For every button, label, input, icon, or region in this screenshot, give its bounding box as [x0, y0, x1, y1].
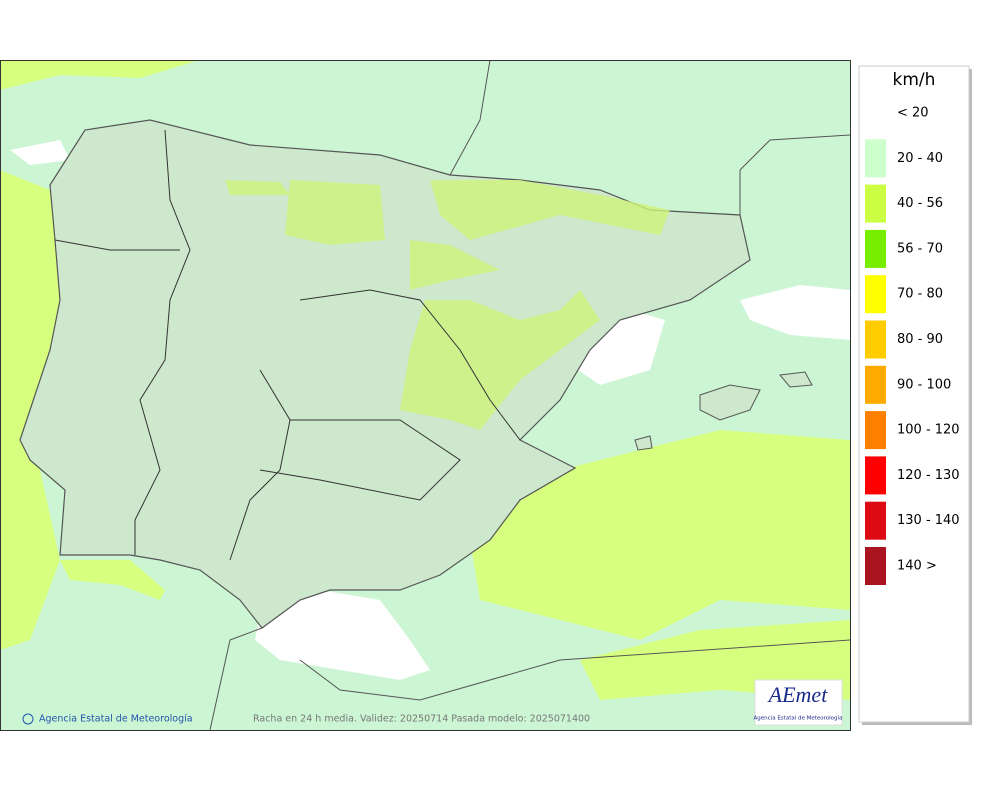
- legend-label: 100 - 120: [897, 423, 960, 438]
- legend: km/h < 20 20 - 40 40 - 56 56 - 70 70 - 80 80 …: [858, 65, 972, 725]
- wind-zone: [0, 60, 200, 90]
- coastlines: [209, 59, 851, 731]
- legend-swatch: [865, 320, 886, 359]
- legend-label: 70 - 80: [897, 287, 943, 302]
- legend-swatch: [865, 94, 886, 132]
- legend-label: 56 - 70: [897, 241, 943, 256]
- wind-zone: [60, 560, 165, 600]
- legend-label: 120 - 130: [897, 468, 960, 483]
- legend-swatch: [865, 139, 886, 178]
- legend-swatch: [865, 456, 886, 495]
- calm-zone: [10, 140, 70, 165]
- legend-swatch: [865, 365, 886, 404]
- copyright-icon: [22, 713, 34, 725]
- legend-swatch: [865, 275, 886, 314]
- wind-zone: [225, 180, 670, 430]
- wind-zone: [470, 430, 850, 640]
- map-frame: [0, 60, 851, 731]
- credit: Agencia Estatal de Meteorología: [39, 714, 193, 725]
- legend-swatch: [865, 501, 886, 540]
- legend-label: 140 >: [897, 559, 937, 574]
- calm-zone: [740, 285, 850, 340]
- logo-subtitle: Agencia Estatal de Meteorología: [754, 715, 843, 722]
- logo-box: [754, 679, 843, 726]
- map: Agencia Estatal de Meteorología Racha en…: [0, 59, 851, 731]
- calm-zone: [255, 590, 430, 680]
- legend-swatch: [865, 184, 886, 223]
- borders: [54, 129, 521, 561]
- iberian-peninsula: [19, 119, 751, 629]
- legend-label: 80 - 90: [897, 332, 943, 347]
- legend-label: 40 - 56: [897, 196, 943, 211]
- legend-label: < 20: [897, 106, 929, 121]
- legend-label: 90 - 100: [897, 377, 951, 392]
- legend-swatch: [865, 229, 886, 268]
- legend-label: 20 - 40: [897, 151, 943, 166]
- legend-label: 130 - 140: [897, 513, 960, 528]
- legend-swatch: [865, 411, 886, 450]
- balearic-islands: [634, 371, 813, 451]
- logo-name: AEmet: [767, 682, 829, 707]
- legend-title: km/h: [893, 70, 936, 90]
- caption: Racha en 24 h media. Validez: 20250714 P…: [253, 714, 590, 725]
- legend-swatch: [865, 547, 886, 585]
